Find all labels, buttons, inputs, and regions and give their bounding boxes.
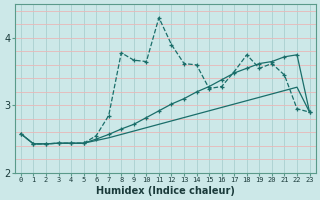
X-axis label: Humidex (Indice chaleur): Humidex (Indice chaleur) (96, 186, 235, 196)
